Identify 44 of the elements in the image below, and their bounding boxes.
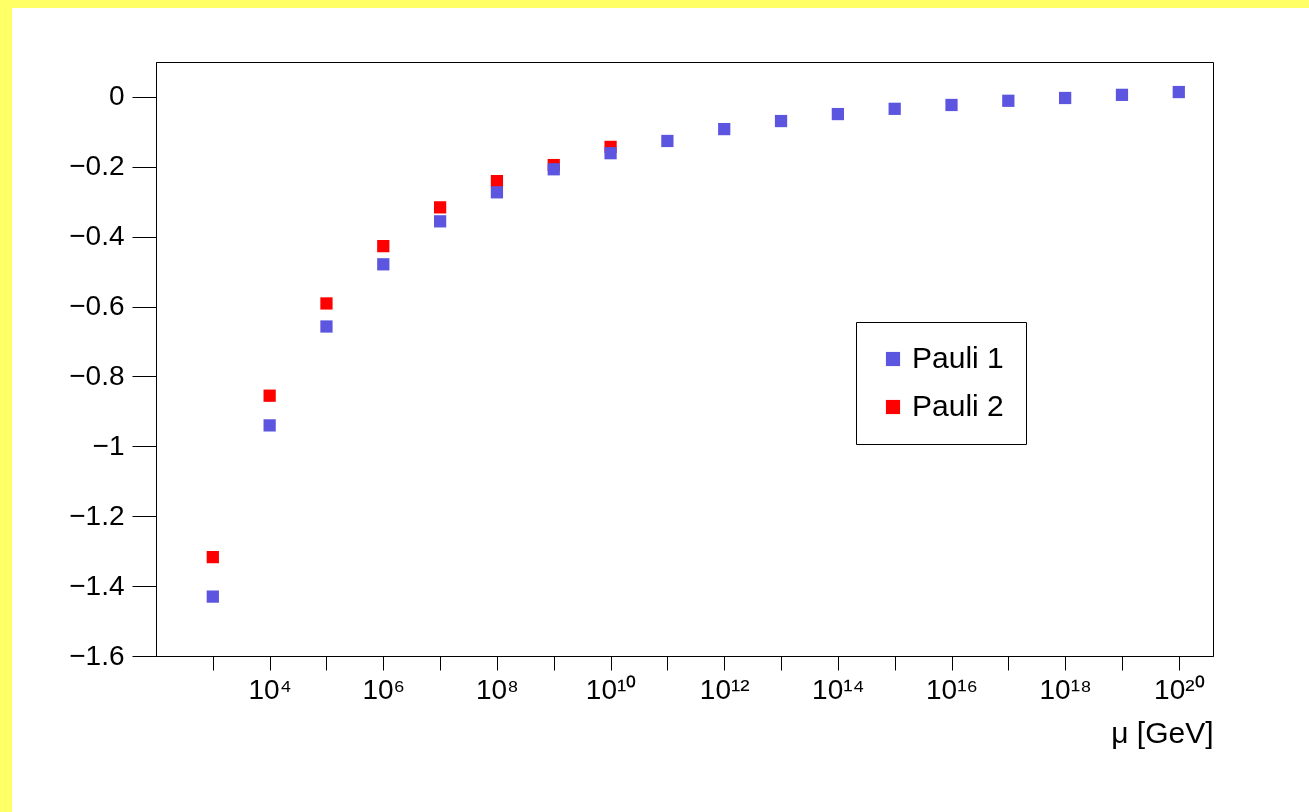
y-tick-label: −0.6 [69, 290, 125, 322]
point [1115, 88, 1129, 101]
point [1172, 85, 1185, 99]
point [433, 201, 447, 214]
point [888, 102, 901, 115]
point [547, 163, 560, 176]
point [377, 258, 390, 271]
point [206, 590, 219, 603]
point [1002, 94, 1015, 107]
x-tick-label: 10¹⁸ [1039, 673, 1092, 705]
point [831, 107, 844, 121]
y-tick-label: −1.4 [69, 569, 125, 601]
y-tick-label: −0.2 [69, 150, 125, 182]
legend-label: Pauli 1 [912, 341, 1004, 374]
x-tick-label: 10¹⁶ [926, 673, 978, 705]
point [945, 98, 958, 112]
point [263, 389, 276, 402]
x-tick-label: 10⁶ [362, 673, 406, 705]
point [263, 419, 276, 432]
point [206, 550, 219, 564]
point [433, 215, 447, 228]
x-axis-title: μ [GeV] [1111, 715, 1214, 749]
point [490, 186, 504, 199]
y-tick-label: −1.2 [69, 499, 125, 531]
x-tick-label: 10²⁰ [1154, 673, 1205, 705]
point [774, 114, 788, 128]
point [320, 297, 333, 310]
point [661, 134, 674, 148]
x-tick-label: 10¹⁰ [585, 673, 637, 705]
x-tick-label: 10¹² [699, 673, 750, 705]
point [604, 147, 617, 160]
y-tick-label: −1.6 [69, 639, 125, 671]
y-tick-label: −0.8 [69, 359, 125, 391]
y-tick-label: −1 [92, 429, 125, 461]
y-tick-label: 0 [108, 80, 125, 112]
x-tick-label: 10⁸ [475, 673, 519, 705]
point [377, 240, 390, 253]
x-tick-label: 10¹⁴ [812, 673, 865, 705]
legend-label: Pauli 2 [912, 389, 1004, 422]
y-tick-label: −0.4 [69, 220, 125, 252]
point [1059, 91, 1072, 105]
point [320, 320, 333, 333]
point [718, 122, 731, 136]
x-tick-label: 10⁴ [248, 673, 292, 705]
